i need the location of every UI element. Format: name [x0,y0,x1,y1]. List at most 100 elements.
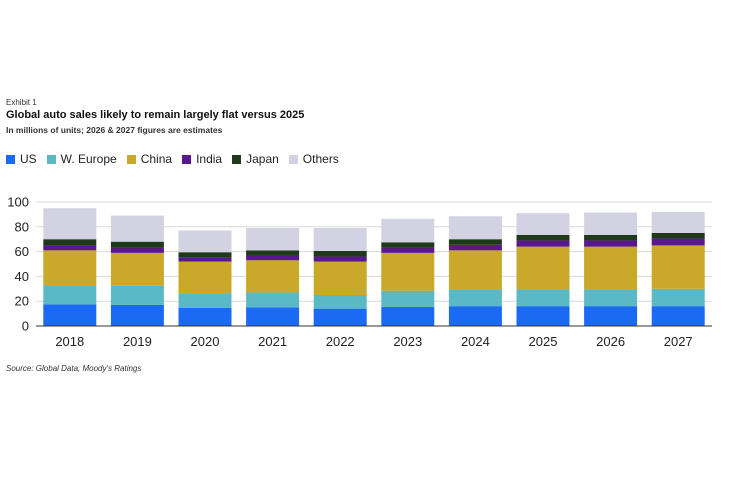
legend-label: India [196,152,223,166]
y-tick-label: 80 [15,219,29,234]
bar-segment [110,252,164,286]
bar-segment [448,239,502,245]
chart-title: Global auto sales likely to remain large… [6,109,305,121]
bar-segment [43,239,97,246]
bar-segment [584,246,638,290]
bar-segment [178,261,232,294]
legend-item: Japan [232,152,279,166]
bar-segment [313,295,367,309]
bar-segment [178,308,232,326]
y-tick-label: 20 [15,294,29,309]
bar-segment [178,293,232,309]
x-tick-label: 2018 [55,334,84,349]
y-tick-label: 0 [22,319,29,334]
y-tick-label: 60 [15,244,29,259]
bar-segment [246,250,300,256]
legend-label: China [140,152,173,166]
bar-segment [178,252,232,258]
bar-segment [381,218,435,243]
bar-segment [313,256,367,262]
bar-segment [516,246,570,290]
legend-swatch [232,154,242,164]
bar-segment [43,245,97,251]
bar-segment [584,289,638,307]
y-tick-label: 40 [15,269,29,284]
legend-swatch [46,154,56,164]
legend-item: India [182,152,222,166]
bar-segment [651,211,705,233]
bar-segment [516,234,570,241]
bar-segment [43,250,97,286]
legend-swatch [6,154,15,164]
bar-segment [448,250,502,290]
chart-subtitle: In millions of units; 2026 & 2027 figure… [6,125,223,135]
x-tick-label: 2020 [191,334,220,349]
bar-segment [246,260,300,293]
bar-segment [43,208,97,240]
exhibit-label: Exhibit 1 [6,98,37,107]
bar-segment [584,234,638,241]
bar-segment [246,307,300,326]
bar-segment [110,247,164,253]
stacked-bar-chart: 0 20 40 60 80 100 2018 2019 2020 2021 2022 2023 2024… [7,195,712,349]
bar-segment [651,238,705,246]
legend-label: Others [302,152,339,166]
y-tick-label: 100 [7,195,29,210]
bar-segment [43,285,97,305]
bar-segment [313,228,367,251]
bar-segment [381,247,435,253]
legend-swatch [288,154,298,164]
bar-segment [448,244,502,251]
bar-segment [110,241,164,248]
x-tick-label: 2025 [529,334,558,349]
bar-segment [516,289,570,307]
bar-segment [246,292,300,308]
bar-segment [516,306,570,326]
legend-swatch [126,154,136,164]
x-tick-label: 2027 [664,334,693,349]
bar-segment [381,290,435,307]
bar-segment [448,216,502,240]
bar-segment [516,213,570,235]
bar-segment [313,308,367,326]
bar-segment [381,242,435,248]
bar-segment [516,240,570,247]
x-tick-label: 2023 [393,334,422,349]
bar-segment [651,288,705,307]
legend: US W. Europe China India Japan Others [6,152,349,166]
legend-item: US [6,152,37,166]
legend-label: Japan [246,152,279,166]
bar-segment [178,257,232,262]
bar-segment [110,285,164,305]
bar-segment [584,306,638,326]
bar-segment [110,304,164,326]
bar-segment [246,255,300,261]
bar-segment [313,250,367,257]
legend-swatch [182,154,192,164]
bar-segment [43,304,97,326]
legend-item: China [126,152,173,166]
x-tick-label: 2024 [461,334,490,349]
bar-segment [110,215,164,242]
bar-segment [448,289,502,307]
bar-segment [584,212,638,235]
bar-segment [178,230,232,253]
legend-item: Others [288,152,339,166]
x-tick-label: 2022 [326,334,355,349]
legend-label: W. Europe [60,152,117,166]
bar-segment [313,261,367,295]
bar-segment [448,306,502,326]
legend-item: W. Europe [46,152,117,166]
bar-segment [381,252,435,291]
legend-label: US [20,152,37,166]
x-tick-label: 2019 [123,334,152,349]
bar-segment [246,228,300,251]
bar-segment [651,245,705,289]
source-note: Source: Global Data, Moody's Ratings [6,364,142,373]
x-tick-label: 2026 [596,334,625,349]
bar-segment [381,306,435,326]
bar-segment [651,233,705,239]
bar-segment [584,240,638,247]
bar-segment [651,306,705,326]
x-tick-label: 2021 [258,334,287,349]
